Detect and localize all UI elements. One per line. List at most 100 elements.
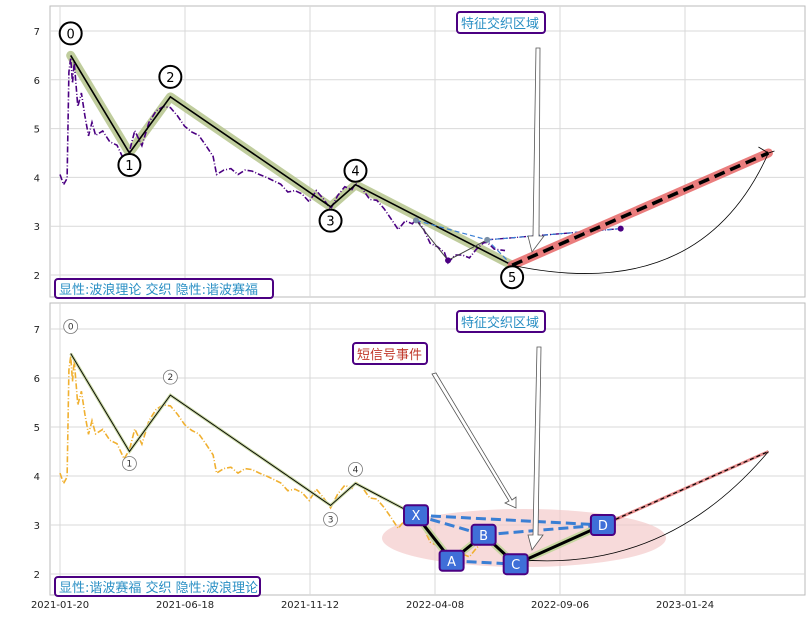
- wave-label-text: 3: [326, 215, 334, 230]
- projection-arc: [512, 152, 769, 274]
- wave-label-2: 2: [158, 64, 183, 89]
- wave-label-4: 4: [343, 158, 368, 183]
- top-legend-text: 显性:波浪理论 交织 隐性:谐波赛福: [59, 282, 258, 298]
- wave-label-circle: [343, 158, 368, 183]
- side-segment: [447, 239, 488, 261]
- signal-event-text: 短信号事件: [357, 348, 422, 363]
- bottom-region-box: 特征交织区域: [456, 310, 546, 333]
- wave-label-5: 5: [500, 265, 525, 290]
- top-panel-frame: [49, 5, 806, 298]
- small-wave-label-text: 4: [353, 465, 359, 475]
- region-arrow: [527, 346, 544, 551]
- side-point: [484, 236, 491, 243]
- small-wave-label-circle: [348, 461, 363, 477]
- harmonic-point-text: D: [598, 519, 608, 534]
- harmonic-point-B: B: [470, 523, 497, 546]
- projection-arrow: [758, 146, 775, 154]
- harmonic-point-text: A: [447, 555, 456, 570]
- y-tick-label: 3: [34, 222, 40, 233]
- small-wave-label-text: 1: [127, 460, 133, 470]
- projection-dashed: [511, 151, 770, 267]
- side-point: [445, 257, 452, 264]
- y-tick-label: 5: [34, 423, 40, 434]
- y-tick-label: 7: [34, 27, 40, 38]
- wave-label-text: 0: [67, 27, 75, 42]
- harmonic-point-box: [589, 514, 616, 536]
- wave-label-text: 1: [125, 159, 133, 174]
- side-point: [413, 217, 419, 224]
- projection-arc: [515, 451, 769, 562]
- wave-label-circle: [158, 64, 183, 89]
- top-region-box: 特征交织区域: [456, 11, 546, 34]
- top-region-text: 特征交织区域: [461, 16, 539, 32]
- x-tick-label: 2021-01-20: [31, 600, 89, 611]
- signal-arrow: [431, 372, 517, 509]
- harmonic-point-A: A: [438, 549, 465, 572]
- price-series: [59, 57, 506, 265]
- small-wave-label-circle: [323, 512, 338, 527]
- small-wave-label-circle: [63, 319, 79, 334]
- y-tick-label: 4: [34, 472, 40, 483]
- blue-dashed-link: [486, 239, 513, 266]
- x-tick-label: 2022-04-08: [406, 600, 464, 611]
- wave-label-circle: [318, 208, 343, 233]
- bottom-y-ticks: 2 3 4 5 6 7: [34, 325, 40, 581]
- harmonic-point-C: C: [502, 553, 529, 576]
- harmonic-point-text: X: [412, 509, 421, 524]
- wave-label-text: 4: [351, 165, 359, 180]
- blue-dashed-link: [487, 228, 621, 241]
- harmonic-point-box: [502, 553, 529, 576]
- top-legend-box: 显性:波浪理论 交织 隐性:谐波赛福: [54, 278, 274, 299]
- wave-label-circle: [117, 153, 142, 177]
- y-tick-label: 4: [34, 173, 40, 184]
- small-wave-label-text: 3: [328, 515, 334, 525]
- top-y-ticks: 2 3 4 5 6 7: [34, 27, 40, 282]
- small-wave-label-text: 2: [167, 373, 173, 383]
- bottom-panel-content: X A B C D 0 1 2 3 4: [59, 319, 770, 576]
- x-tick-label: 2023-01-24: [656, 600, 714, 611]
- harmonic-dashed: [415, 513, 603, 527]
- small-wave-label-3: 3: [323, 512, 338, 527]
- price-series: [59, 355, 506, 564]
- small-wave-label-circle: [122, 456, 137, 471]
- harmonic-point-box: [403, 504, 429, 527]
- harmonic-point-text: B: [479, 529, 488, 544]
- y-tick-label: 2: [34, 271, 40, 282]
- harmonic-point-box: [438, 549, 465, 572]
- x-tick-label: 2021-06-18: [156, 600, 214, 611]
- harmonic-dashed: [415, 513, 485, 537]
- bottom-legend-box: 显性:谐波赛福 交织 隐性:波浪理论: [54, 576, 261, 597]
- top-grid: [50, 6, 805, 297]
- small-wave-label-4: 4: [348, 461, 363, 477]
- region-arrow: [527, 47, 545, 253]
- bottom-legend-text: 显性:谐波赛福 交织 隐性:波浪理论: [59, 580, 258, 596]
- y-tick-label: 5: [34, 125, 40, 136]
- y-tick-label: 6: [34, 76, 40, 87]
- top-panel-content: 0 1 2 3 4 5: [58, 21, 775, 290]
- small-wave-label-circle: [162, 369, 178, 385]
- wave-label-circle: [58, 21, 83, 46]
- wave-label-3: 3: [318, 208, 343, 233]
- small-wave-label-text: 0: [68, 323, 74, 333]
- blue-dashed-link: [415, 219, 488, 241]
- harmonic-dashed: [483, 523, 604, 537]
- x-tick-label: 2022-09-06: [531, 600, 589, 611]
- harmonic-point-D: D: [589, 514, 616, 536]
- y-tick-label: 2: [34, 570, 40, 581]
- small-wave-label-1: 1: [122, 456, 137, 471]
- harmonic-point-box: [470, 523, 497, 546]
- wave-line: [69, 54, 513, 266]
- y-tick-label: 3: [34, 521, 40, 532]
- projection-dashed: [602, 450, 769, 526]
- side-point: [617, 225, 624, 232]
- x-tick-label: 2021-11-12: [281, 600, 339, 611]
- wave-label-text: 5: [508, 271, 516, 286]
- harmonic-point-text: C: [511, 558, 520, 573]
- harmonic-point-X: X: [403, 504, 429, 527]
- small-wave-label-0: 0: [63, 319, 79, 334]
- signal-event-box: 短信号事件: [352, 342, 428, 365]
- y-tick-label: 6: [34, 374, 40, 385]
- wave-label-1: 1: [117, 153, 142, 177]
- side-segment: [415, 220, 449, 261]
- y-tick-label: 7: [34, 325, 40, 336]
